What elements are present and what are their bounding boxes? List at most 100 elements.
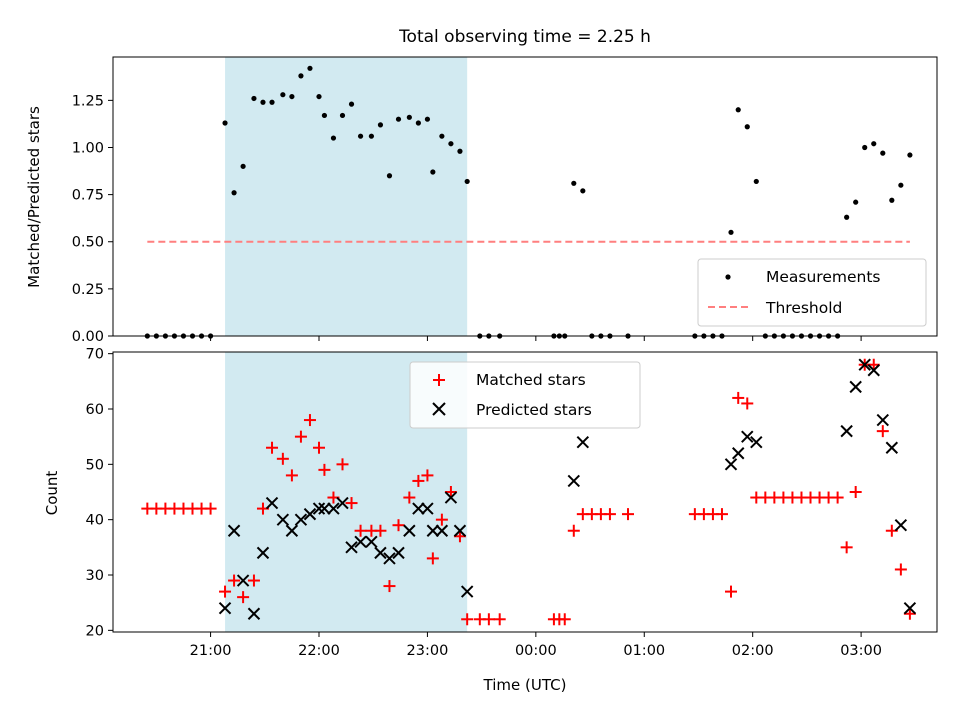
predicted-point (444, 491, 458, 504)
bottom-legend: Matched stars Predicted stars (409, 361, 641, 429)
matched-point (313, 441, 325, 454)
bottom-marks (141, 358, 917, 626)
y-tick-label: 50 (86, 457, 104, 473)
predicted-point (383, 552, 396, 565)
measurement-point (448, 141, 454, 147)
matched-point (374, 524, 387, 537)
y-tick-label: 1.00 (72, 140, 104, 156)
predicted-point (392, 546, 405, 560)
measurement-point (395, 116, 402, 122)
matched-point (461, 613, 474, 626)
matched-point (318, 463, 331, 476)
x-tick-label: 21:00 (190, 643, 232, 659)
measurement-point (289, 93, 295, 100)
measurement-point (424, 116, 431, 122)
predicted-point (227, 524, 241, 537)
predicted-point (894, 518, 908, 532)
y-tick-label: 30 (86, 568, 104, 584)
predicted-point (285, 524, 299, 537)
matched-point (403, 491, 416, 504)
legend-threshold-label: Threshold (765, 299, 842, 317)
measurement-point (260, 99, 266, 105)
predicted-point (750, 435, 763, 449)
predicted-point (303, 507, 317, 521)
matched-point (392, 519, 405, 532)
matched-point (493, 613, 506, 626)
predicted-point (885, 441, 899, 454)
y-tick-label: 0.75 (72, 188, 104, 204)
x-tick-label: 03:00 (840, 643, 882, 659)
predicted-point (312, 502, 326, 515)
measurement-point (580, 188, 586, 194)
x-tick-label: 00:00 (515, 643, 557, 659)
predicted-point (412, 502, 425, 515)
measurement-point (571, 180, 577, 186)
matched-point (336, 458, 349, 471)
matched-point (345, 497, 358, 510)
bottom-legend-box (409, 361, 641, 429)
predicted-point (327, 502, 340, 515)
x-tick-label: 22:00 (298, 643, 340, 659)
predicted-point (318, 502, 331, 515)
measurement-point (321, 112, 328, 119)
matched-point (435, 513, 448, 526)
measurement-point (231, 190, 237, 196)
measurement-point (280, 92, 286, 98)
matched-point (204, 502, 217, 515)
matched-point (453, 530, 466, 543)
predicted-point (374, 546, 387, 560)
matched-point (725, 585, 737, 598)
bottom-axes-frame (112, 351, 938, 633)
measurement-point (898, 182, 904, 188)
measurement-point (439, 133, 445, 139)
matched-point (219, 585, 232, 598)
matched-point (482, 613, 495, 626)
predicted-point (247, 607, 261, 620)
legend-matched-marker (433, 374, 445, 386)
matched-point (622, 508, 634, 521)
measurement-point (430, 169, 436, 175)
predicted-point (265, 496, 279, 510)
matched-point (412, 474, 425, 487)
measurement-point (298, 73, 304, 79)
top-ticks: 0.00 0.25 0.50 0.75 1.00 1.25 (72, 93, 862, 345)
matched-point (840, 541, 853, 554)
predicted-point (421, 502, 434, 515)
matched-point (426, 552, 439, 565)
measurement-point (357, 133, 364, 139)
measurement-point (844, 214, 850, 220)
predicted-point (460, 585, 474, 598)
matched-point (237, 591, 250, 604)
matched-point (876, 425, 889, 438)
measurement-point (735, 107, 741, 113)
predicted-point (365, 535, 378, 549)
measurement-point (862, 144, 868, 151)
top-axes-frame (112, 56, 938, 337)
bottom-ticks: 20 30 40 50 60 70 21:00 22:00 23:00 00:00 01:00 02:… (86, 347, 882, 659)
measurement-point (889, 197, 895, 203)
predicted-point (218, 601, 232, 615)
measurement-point (753, 178, 759, 185)
predicted-point (345, 541, 358, 554)
measurement-point (348, 101, 355, 107)
measurement-point (269, 99, 275, 105)
measurement-point (744, 124, 750, 130)
matched-point (741, 397, 754, 410)
matched-point (247, 574, 260, 587)
measurement-point (330, 135, 337, 141)
legend-predicted-label: Predicted stars (476, 401, 592, 419)
matched-point (567, 524, 580, 537)
measurement-point (339, 112, 346, 119)
predicted-point (849, 380, 862, 394)
measurement-point (377, 122, 384, 128)
matched-point (867, 358, 880, 371)
measurement-point (871, 141, 877, 147)
measurement-point (907, 152, 913, 158)
matched-point (831, 491, 844, 504)
matched-point (294, 430, 307, 443)
measurement-point (464, 178, 470, 185)
top-ylabel: Matched/Predicted stars (25, 106, 43, 288)
predicted-point (294, 513, 308, 526)
legend-measurements-label: Measurements (766, 268, 881, 286)
measurement-point (406, 114, 412, 120)
